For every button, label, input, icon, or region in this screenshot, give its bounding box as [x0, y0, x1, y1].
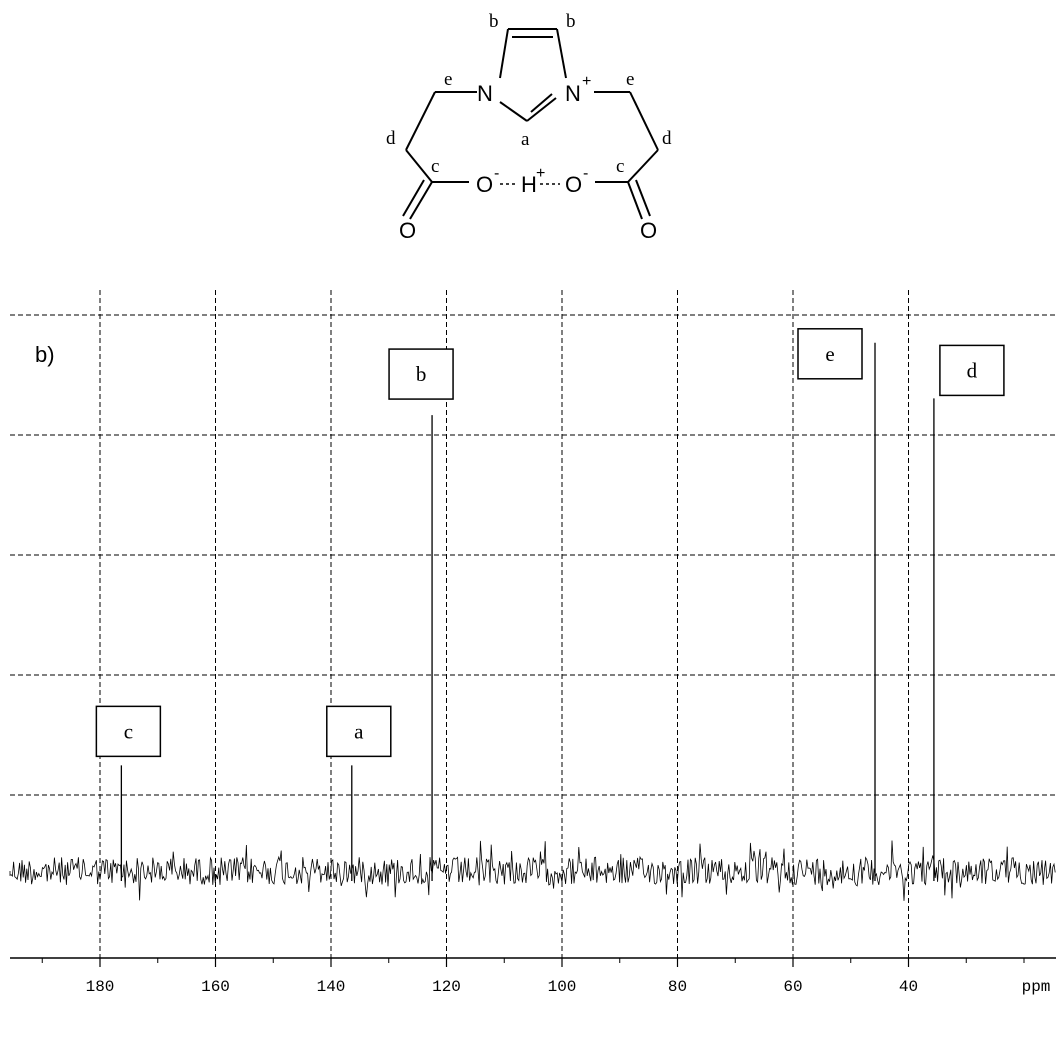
- carbon-label-d-right: d: [662, 128, 672, 149]
- molecule-text: N N + O - H + O - O O b b a e e d d c c: [386, 11, 672, 243]
- chart-grid: [10, 290, 1056, 958]
- carbon-label-c-left: c: [431, 156, 439, 177]
- chain-bond: [629, 91, 659, 151]
- atom-n3: N: [565, 81, 581, 106]
- peak-label-d: d: [967, 358, 978, 382]
- atom-h: H: [521, 172, 537, 197]
- carbon-label-c-right: c: [616, 156, 624, 177]
- peak-label-box-d: [939, 344, 1005, 397]
- atom-o-right: O: [565, 172, 582, 197]
- x-tick-label: 120: [432, 978, 461, 996]
- carbon-label-e-right: e: [626, 69, 634, 90]
- panel-label: b): [35, 342, 55, 367]
- charge-plus-n: +: [582, 73, 591, 90]
- x-tick-label: 180: [86, 978, 115, 996]
- charge-plus-h: +: [536, 165, 545, 182]
- carbonyl-bond: [402, 179, 425, 217]
- charge-minus-left: -: [494, 165, 499, 182]
- x-tick-label: 160: [201, 978, 230, 996]
- ring-bond: [556, 28, 567, 79]
- atom-n1: N: [477, 81, 493, 106]
- chain-bond: [405, 91, 436, 151]
- carbon-label-b-right: b: [566, 11, 576, 32]
- charge-minus-right: -: [583, 165, 588, 182]
- x-tick-label: 140: [317, 978, 346, 996]
- carbon-label-d-left: d: [386, 128, 396, 149]
- carbon-label-e-left: e: [444, 69, 452, 90]
- carbonyl-bond: [635, 179, 651, 217]
- carbonyl-bond: [627, 181, 643, 220]
- carbon-label-a: a: [521, 129, 530, 150]
- carbon-label-b-left: b: [489, 11, 499, 32]
- peak-label-box-c: [95, 705, 162, 758]
- molecule-structure: [402, 28, 659, 220]
- chart-peaks: [120, 342, 935, 881]
- ring-bond: [526, 97, 557, 122]
- x-tick-label: 60: [783, 978, 802, 996]
- atom-o-carbonyl-left: O: [399, 218, 416, 243]
- peak-label-box-e: [797, 328, 863, 380]
- chain-bond: [405, 149, 433, 183]
- peak-label-box-b: [388, 348, 454, 400]
- peak-label-a: a: [354, 719, 364, 743]
- peak-labels: c a b e d: [95, 328, 1005, 758]
- ring-bond: [499, 28, 509, 79]
- peak-label-c: c: [124, 719, 133, 743]
- chain-bond: [627, 149, 659, 183]
- baseline-noise: [9, 840, 1056, 901]
- x-axis: 180 160 140 120 100 80 60 40 ppm: [10, 957, 1056, 996]
- atom-o-left: O: [476, 172, 493, 197]
- x-axis-label: ppm: [1022, 978, 1051, 996]
- peak-label-b: b: [416, 362, 427, 386]
- x-tick-label: 100: [548, 978, 577, 996]
- ring-double-bond: [530, 93, 553, 113]
- x-tick-label: 40: [899, 978, 918, 996]
- ring-bond: [499, 101, 528, 122]
- baseline-noise-trace: [9, 840, 1056, 901]
- peak-label-e: e: [825, 342, 834, 366]
- x-tick-label: 80: [668, 978, 687, 996]
- carbonyl-bond: [409, 181, 433, 220]
- atom-o-carbonyl-right: O: [640, 218, 657, 243]
- peak-label-box-a: [326, 705, 392, 758]
